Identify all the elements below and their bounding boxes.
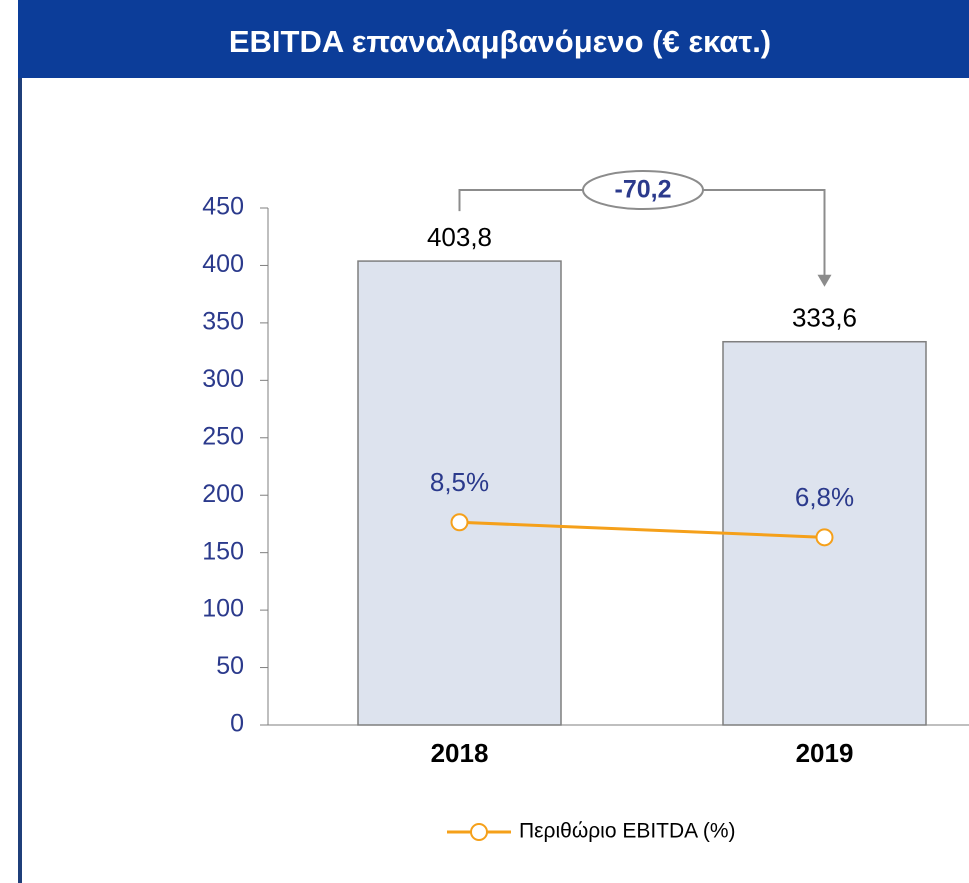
- y-tick-label: 200: [202, 480, 244, 508]
- y-tick-label: 400: [202, 250, 244, 278]
- annotation: -70,2: [615, 176, 672, 204]
- line-value-label: 6,8%: [795, 482, 854, 512]
- line-marker: [815, 528, 834, 547]
- y-tick-label: 450: [202, 193, 244, 221]
- annotation-bubble: [582, 170, 704, 210]
- line: [459, 520, 825, 539]
- legend-marker: [470, 823, 488, 841]
- bar-value-label: 403,8: [427, 222, 492, 252]
- x-tick-label: 2018: [431, 738, 489, 768]
- title-bar: [18, 0, 969, 78]
- line-marker: [450, 513, 469, 532]
- left-border: [18, 78, 22, 883]
- bar-value-label: 333,6: [792, 303, 857, 333]
- y-tick-label: 100: [202, 595, 244, 623]
- legend-label: Περιθώριο EBITDA (%): [519, 820, 736, 843]
- chart-title: EBITDA επαναλαμβανόμενο (€ εκατ.): [229, 24, 771, 59]
- annotation-bracket: [458, 189, 826, 277]
- y-tick-label: 250: [202, 422, 244, 450]
- y-tick-label: 0: [230, 710, 244, 738]
- y-tick-label: 50: [216, 652, 244, 680]
- bar: [357, 260, 562, 726]
- y-tick-label: 350: [202, 307, 244, 335]
- x-tick-label: 2019: [796, 738, 854, 768]
- y-tick-label: 300: [202, 365, 244, 393]
- y-tick-label: 150: [202, 537, 244, 565]
- line-value-label: 8,5%: [430, 467, 489, 497]
- annotation-arrow: [817, 274, 832, 287]
